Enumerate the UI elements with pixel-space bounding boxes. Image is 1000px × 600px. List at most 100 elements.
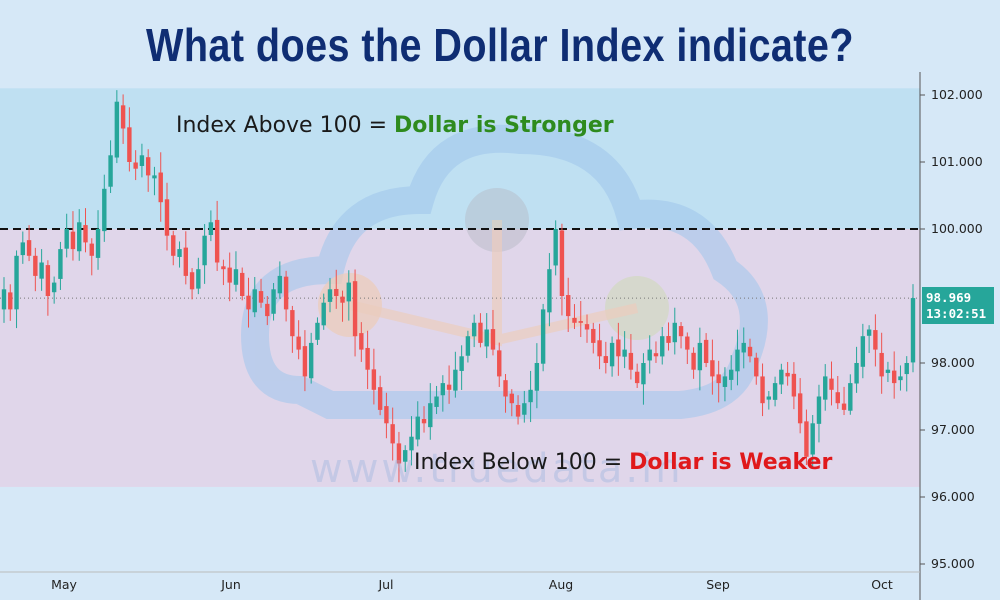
candle-body (672, 322, 677, 343)
candle-body (478, 322, 483, 343)
candle-body (691, 352, 696, 370)
candle-body (14, 255, 19, 310)
candle-body (290, 310, 295, 337)
candle-body (666, 336, 671, 343)
logo-links-icon (348, 220, 639, 347)
candle-body (139, 155, 145, 166)
candle-body (83, 225, 88, 243)
candle-body (898, 376, 903, 381)
x-tick-label: Jul (377, 577, 393, 592)
candle-body (904, 363, 909, 375)
candle-body (515, 404, 521, 417)
candle-body (465, 336, 471, 356)
candle-body (189, 272, 195, 290)
candle-body (829, 378, 834, 390)
candle-body (120, 105, 126, 129)
candle-body (609, 342, 615, 367)
candle-body (440, 383, 446, 396)
y-tick-label: 102.000 (931, 87, 983, 102)
logo-dot-grey-icon (465, 188, 529, 252)
annotation-below-highlight: Dollar is Weaker (629, 450, 833, 475)
candle-body (102, 188, 107, 232)
candle-body (271, 289, 276, 314)
candle-body (634, 371, 640, 384)
y-tick-label: 101.000 (931, 154, 983, 169)
candle-body (196, 269, 201, 289)
candle-body (810, 423, 815, 455)
candle-body (490, 329, 496, 350)
y-tick-label: 98.000 (931, 355, 975, 370)
candle-body (233, 269, 239, 285)
candle-body (791, 373, 797, 397)
candle-body (58, 249, 63, 279)
candle-body (240, 272, 245, 296)
candle-body (710, 360, 715, 377)
y-tick-label: 97.000 (931, 422, 975, 437)
candle-body (735, 349, 740, 372)
candle-body (352, 281, 358, 337)
candle-body (127, 127, 132, 162)
candle-body (208, 222, 214, 235)
candle-body (835, 392, 840, 404)
candle-body (171, 235, 176, 256)
candle-body (866, 329, 872, 336)
candle-body (534, 363, 540, 391)
candle-body (647, 349, 652, 361)
candle-body (685, 336, 690, 350)
candle-body (246, 295, 251, 310)
candle-body (616, 339, 621, 357)
candle-body (202, 235, 207, 266)
candle-body (697, 342, 703, 371)
x-tick-label: Aug (549, 577, 573, 592)
candle-body (321, 302, 326, 326)
candle-body (277, 275, 283, 294)
last-price-time: 13:02:51 (926, 306, 987, 321)
x-tick-label: May (51, 577, 77, 592)
x-tick-label: Oct (871, 577, 893, 592)
candle-body (359, 333, 364, 350)
last-price-tag: 98.969 13:02:51 (922, 287, 994, 324)
candle-body (860, 336, 866, 367)
candle-body (421, 419, 427, 424)
candle-body (51, 282, 57, 293)
candle-body (597, 340, 602, 357)
candle-body (183, 247, 188, 276)
y-tick-label: 96.000 (931, 489, 975, 504)
candle-body (152, 175, 157, 179)
candle-body (729, 369, 734, 380)
annotation-above-prefix: Index Above 100 = (176, 113, 394, 138)
candle-body (572, 317, 577, 323)
candle-body (816, 396, 822, 424)
candle-body (772, 383, 778, 400)
candle-body (547, 269, 552, 313)
candle-body (334, 288, 339, 296)
page-title: What does the Dollar Index indicate? (146, 19, 854, 71)
candle-body (885, 369, 891, 373)
candle-body (265, 303, 270, 317)
candle-body (653, 353, 659, 357)
logo-dot-orange-icon (318, 273, 382, 337)
candle-body (848, 383, 853, 411)
annotation-above-100: Index Above 100 = Dollar is Stronger (176, 113, 614, 138)
last-price-value: 98.969 (926, 290, 972, 305)
candle-body (522, 403, 527, 415)
candle-body (346, 282, 351, 302)
candle-body (95, 229, 101, 258)
candle-body (584, 324, 590, 330)
candle-body (797, 393, 803, 424)
candle-body (566, 295, 571, 317)
candle-body (446, 384, 452, 390)
candle-body (403, 450, 408, 462)
candle-body (384, 406, 389, 424)
candle-body (26, 240, 32, 256)
candle-body (484, 329, 489, 347)
candle-body (340, 296, 345, 303)
candle-body (841, 403, 847, 410)
candle-body (221, 266, 226, 270)
candle-body (20, 242, 26, 256)
candle-body (453, 369, 458, 391)
candle-body (910, 298, 916, 363)
candle-body (114, 101, 120, 158)
candle-body (509, 393, 514, 404)
